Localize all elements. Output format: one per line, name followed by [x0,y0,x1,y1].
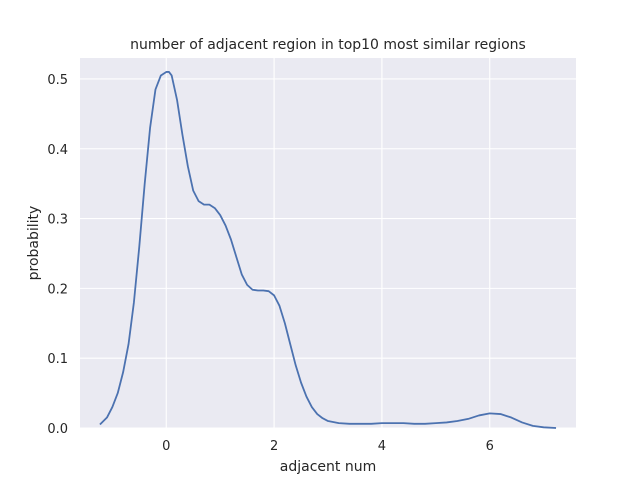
x-tick-label: 0 [162,439,170,454]
y-tick-label: 0.2 [47,282,68,297]
y-ticks: 0.0 0.1 0.2 0.3 0.4 0.5 [47,73,68,437]
y-tick-label: 0.0 [47,422,68,437]
y-tick-label: 0.1 [47,352,68,367]
y-axis-label: probability [26,206,42,281]
y-grid [80,78,576,429]
density-curve [99,71,557,429]
x-grid [165,58,491,428]
x-axis-label: adjacent num [280,459,376,475]
plot-area [80,58,576,428]
chart-title: number of adjacent region in top10 most … [130,37,526,53]
y-tick-label: 0.5 [47,73,68,88]
x-ticks: 0 2 4 6 [162,439,494,454]
y-tick-label: 0.4 [47,143,68,158]
x-tick-label: 4 [378,439,386,454]
x-tick-label: 6 [486,439,494,454]
y-tick-label: 0.3 [47,213,68,228]
x-tick-label: 2 [270,439,278,454]
